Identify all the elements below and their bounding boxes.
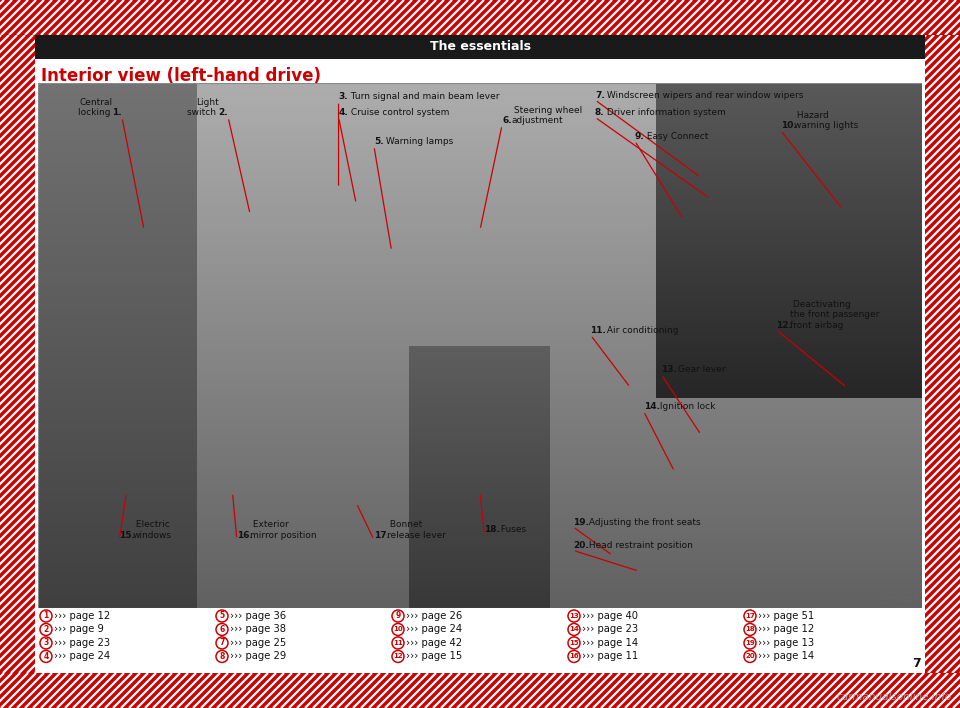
Text: ››› page 11: ››› page 11 xyxy=(582,651,638,661)
Text: 4: 4 xyxy=(43,652,49,661)
Text: ››› page 40: ››› page 40 xyxy=(582,611,638,621)
Text: 7: 7 xyxy=(912,657,921,670)
Text: ››› page 51: ››› page 51 xyxy=(758,611,814,621)
Text: 3.: 3. xyxy=(339,92,348,101)
Text: Fuses: Fuses xyxy=(498,525,526,535)
Text: ››› page 23: ››› page 23 xyxy=(54,638,110,648)
Text: ››› page 38: ››› page 38 xyxy=(230,624,286,634)
Text: 18.: 18. xyxy=(485,525,500,535)
Text: ››› page 14: ››› page 14 xyxy=(758,651,814,661)
Text: Central
locking: Central locking xyxy=(78,98,113,117)
Text: Hazard
warning lights: Hazard warning lights xyxy=(794,111,858,130)
Text: Ignition lock: Ignition lock xyxy=(657,402,715,411)
Text: ››› page 36: ››› page 36 xyxy=(230,611,286,621)
Text: carmanualsonline.info: carmanualsonline.info xyxy=(837,692,952,702)
Text: 20.: 20. xyxy=(573,541,588,550)
Text: Easy Connect: Easy Connect xyxy=(644,132,708,141)
Text: 2.: 2. xyxy=(219,108,228,117)
Text: 5.: 5. xyxy=(374,137,384,146)
Text: 11.: 11. xyxy=(590,326,607,335)
Text: ››› page 12: ››› page 12 xyxy=(54,611,110,621)
Text: 12.: 12. xyxy=(776,321,792,330)
Text: 9: 9 xyxy=(396,612,400,620)
Text: 10: 10 xyxy=(394,627,403,632)
Text: Adjusting the front seats: Adjusting the front seats xyxy=(587,518,701,527)
Text: 10.: 10. xyxy=(780,121,796,130)
Text: 2: 2 xyxy=(43,625,49,634)
Text: Bonnet
release lever: Bonnet release lever xyxy=(388,520,446,539)
Bar xyxy=(0,673,960,708)
Text: 4.: 4. xyxy=(339,108,348,117)
Text: Warning lamps: Warning lamps xyxy=(383,137,453,146)
Text: 1: 1 xyxy=(43,612,49,620)
Bar xyxy=(0,0,960,35)
Text: Steering wheel
adjustment: Steering wheel adjustment xyxy=(511,105,583,125)
Text: 7: 7 xyxy=(219,639,225,647)
Text: 17.: 17. xyxy=(374,531,390,539)
Text: 16: 16 xyxy=(569,653,579,659)
Text: Cruise control system: Cruise control system xyxy=(348,108,449,117)
Text: Exterior
mirror position: Exterior mirror position xyxy=(251,520,317,539)
Text: 8.: 8. xyxy=(595,108,605,117)
Text: ››› page 24: ››› page 24 xyxy=(54,651,110,661)
Text: ››› page 24: ››› page 24 xyxy=(406,624,462,634)
Text: ››› page 23: ››› page 23 xyxy=(582,624,638,634)
Bar xyxy=(35,35,925,59)
Text: 11: 11 xyxy=(394,640,403,646)
Text: ››› page 26: ››› page 26 xyxy=(406,611,463,621)
Text: 12: 12 xyxy=(394,653,403,659)
Text: ››› page 12: ››› page 12 xyxy=(758,624,814,634)
Text: ››› page 29: ››› page 29 xyxy=(230,651,286,661)
Text: ››› page 25: ››› page 25 xyxy=(230,638,286,648)
Text: ››› page 15: ››› page 15 xyxy=(406,651,463,661)
Text: 18: 18 xyxy=(745,627,755,632)
Text: 1.: 1. xyxy=(112,108,122,117)
Text: Turn signal and main beam lever: Turn signal and main beam lever xyxy=(348,92,499,101)
Text: 6: 6 xyxy=(220,625,225,634)
Text: 8: 8 xyxy=(219,652,225,661)
Text: 13: 13 xyxy=(569,613,579,619)
Bar xyxy=(0,35,35,673)
Text: 14: 14 xyxy=(569,627,579,632)
Text: B57-0043: B57-0043 xyxy=(881,596,918,605)
Bar xyxy=(925,35,960,673)
Text: ››› page 14: ››› page 14 xyxy=(582,638,638,648)
Text: Driver information system: Driver information system xyxy=(604,108,726,117)
Text: Deactivating
the front passenger
front airbag: Deactivating the front passenger front a… xyxy=(790,300,879,330)
Text: 6.: 6. xyxy=(502,116,512,125)
Bar xyxy=(0,35,35,673)
Text: 20: 20 xyxy=(745,653,755,659)
Text: 3: 3 xyxy=(43,639,49,647)
Text: ››› page 9: ››› page 9 xyxy=(54,624,104,634)
Text: 15: 15 xyxy=(569,640,579,646)
Text: 9.: 9. xyxy=(635,132,644,141)
Text: Electric
windows: Electric windows xyxy=(132,520,172,539)
Text: 7.: 7. xyxy=(595,91,605,100)
Text: 13.: 13. xyxy=(661,365,677,375)
Text: The essentials: The essentials xyxy=(429,40,531,54)
Bar xyxy=(925,35,960,673)
Text: Light
switch: Light switch xyxy=(187,98,219,117)
Text: 19: 19 xyxy=(745,640,755,646)
Text: 16.: 16. xyxy=(237,531,252,539)
Text: 17: 17 xyxy=(745,613,755,619)
Text: Air conditioning: Air conditioning xyxy=(604,326,679,335)
Text: Head restraint position: Head restraint position xyxy=(587,541,693,550)
Text: 19.: 19. xyxy=(573,518,588,527)
Text: Interior view (left-hand drive): Interior view (left-hand drive) xyxy=(41,67,321,85)
Bar xyxy=(0,0,960,35)
Text: 5: 5 xyxy=(220,612,225,620)
Text: ››› page 13: ››› page 13 xyxy=(758,638,814,648)
Text: ››› page 42: ››› page 42 xyxy=(406,638,462,648)
Text: 14.: 14. xyxy=(643,402,660,411)
Text: 15.: 15. xyxy=(119,531,135,539)
Text: Windscreen wipers and rear window wipers: Windscreen wipers and rear window wipers xyxy=(604,91,804,100)
Text: Gear lever: Gear lever xyxy=(675,365,726,375)
Bar xyxy=(0,673,960,708)
